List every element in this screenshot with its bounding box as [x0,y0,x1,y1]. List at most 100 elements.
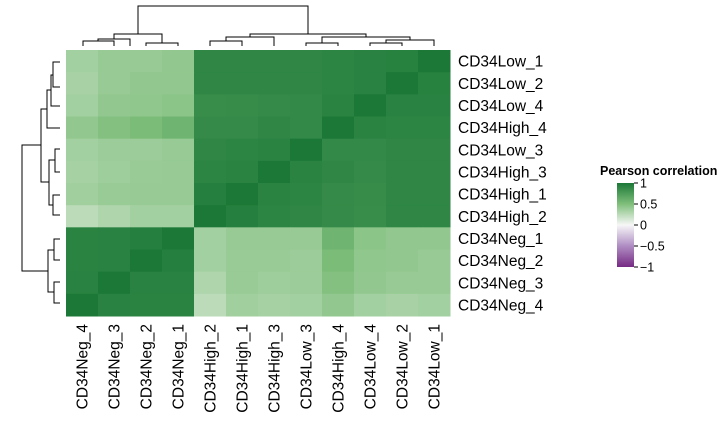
column-label: CD34Low_3 [299,324,316,409]
legend-color-bar [617,183,634,267]
heatmap-cell [258,94,291,117]
heatmap-cell [98,249,131,273]
heatmap-cell [130,293,163,317]
heatmap-cell [322,72,355,95]
heatmap-cell [258,116,291,140]
heatmap-cell [194,72,227,95]
heatmap-cell [386,138,419,162]
heatmap-cells [66,50,451,317]
heatmap-cell [66,205,99,228]
heatmap-cell [354,138,387,162]
row-labels: CD34Low_1 CD34Low_2 CD34Low_4 CD34High_4 CD3… [458,54,547,315]
heatmap-cell [354,116,387,140]
heatmap-cell [322,183,355,206]
column-label: CD34Low_1 [427,324,444,409]
legend-tick-label: 1 [640,177,647,191]
heatmap-cell [130,94,163,117]
heatmap-cell [322,271,355,295]
heatmap-cell [322,94,355,117]
heatmap-cell [162,138,195,162]
heatmap-cell [98,227,131,250]
legend-title: Pearson correlation [600,164,717,178]
row-label: CD34Low_2 [458,76,543,93]
heatmap-cell [354,227,387,250]
heatmap-cell [194,138,227,162]
heatmap-cell [194,205,227,228]
column-label: CD34Neg_1 [171,324,188,409]
heatmap-cell [258,293,291,317]
heatmap-cell [66,94,99,117]
heatmap-cell [322,138,355,162]
heatmap-cell [162,50,195,73]
heatmap-cell [354,183,387,206]
heatmap-cell [130,227,163,250]
row-label: CD34Neg_2 [458,253,543,270]
heatmap-cell [226,94,259,117]
heatmap-cell [162,116,195,140]
heatmap-cell [66,271,99,295]
heatmap-cell [130,50,163,73]
heatmap-cell [418,94,451,117]
row-label: CD34Neg_1 [458,231,543,248]
heatmap-cell [290,183,323,206]
heatmap-cell [194,227,227,250]
column-label: CD34Low_2 [395,324,412,409]
heatmap-cell [98,205,131,228]
row-label: CD34High_1 [458,187,547,204]
column-label: CD34Neg_3 [107,324,124,409]
heatmap-cell [130,205,163,228]
heatmap-cell [322,249,355,273]
heatmap-cell [354,94,387,117]
row-label: CD34Low_4 [458,98,544,115]
column-label: CD34Neg_4 [75,324,92,410]
heatmap-cell [130,271,163,295]
heatmap-cell [290,116,323,140]
heatmap-cell [66,116,99,140]
heatmap-cell [386,183,419,206]
column-label: CD34Low_4 [363,324,380,410]
heatmap-cell [386,94,419,117]
column-label: CD34Neg_2 [139,324,156,409]
heatmap-cell [418,50,451,73]
heatmap-cell [130,72,163,95]
legend-tick-label: 0 [640,219,647,233]
heatmap-cell [162,94,195,117]
column-dendrogram [82,5,435,46]
heatmap-cell [194,249,227,273]
heatmap-cell [162,293,195,317]
heatmap-cell [386,116,419,140]
heatmap-cell [66,249,99,273]
legend-ticks: 1 0.5 0 −0.5 −1 [634,177,665,275]
heatmap-cell [194,116,227,140]
heatmap-cell [418,138,451,162]
heatmap-cell [98,160,131,184]
heatmap-cell [130,249,163,273]
heatmap-cell [226,72,259,95]
heatmap-cell [162,249,195,273]
heatmap-cell [418,249,451,273]
heatmap-cell [66,138,99,162]
heatmap-cell [290,50,323,73]
heatmap-cell [66,50,99,73]
color-legend: Pearson correlation 1 0.5 0 −0.5 −1 [600,164,717,275]
legend-tick-label: −0.5 [640,240,665,254]
heatmap-cell [386,50,419,73]
heatmap-cell [290,205,323,228]
column-label: CD34High_4 [331,324,348,413]
row-label: CD34Low_3 [458,142,543,159]
column-label: CD34High_1 [235,324,252,413]
heatmap-cell [322,116,355,140]
heatmap-cell [162,183,195,206]
heatmap-cell [98,293,131,317]
heatmap-cell [290,160,323,184]
heatmap-cell [386,293,419,317]
heatmap-cell [66,160,99,184]
heatmap-cell [66,227,99,250]
heatmap-cell [162,227,195,250]
heatmap-cell [66,183,99,206]
heatmap-cell [98,94,131,117]
heatmap-cell [130,183,163,206]
heatmap-cell [194,293,227,317]
heatmap-cell [194,183,227,206]
heatmap-cell [194,160,227,184]
